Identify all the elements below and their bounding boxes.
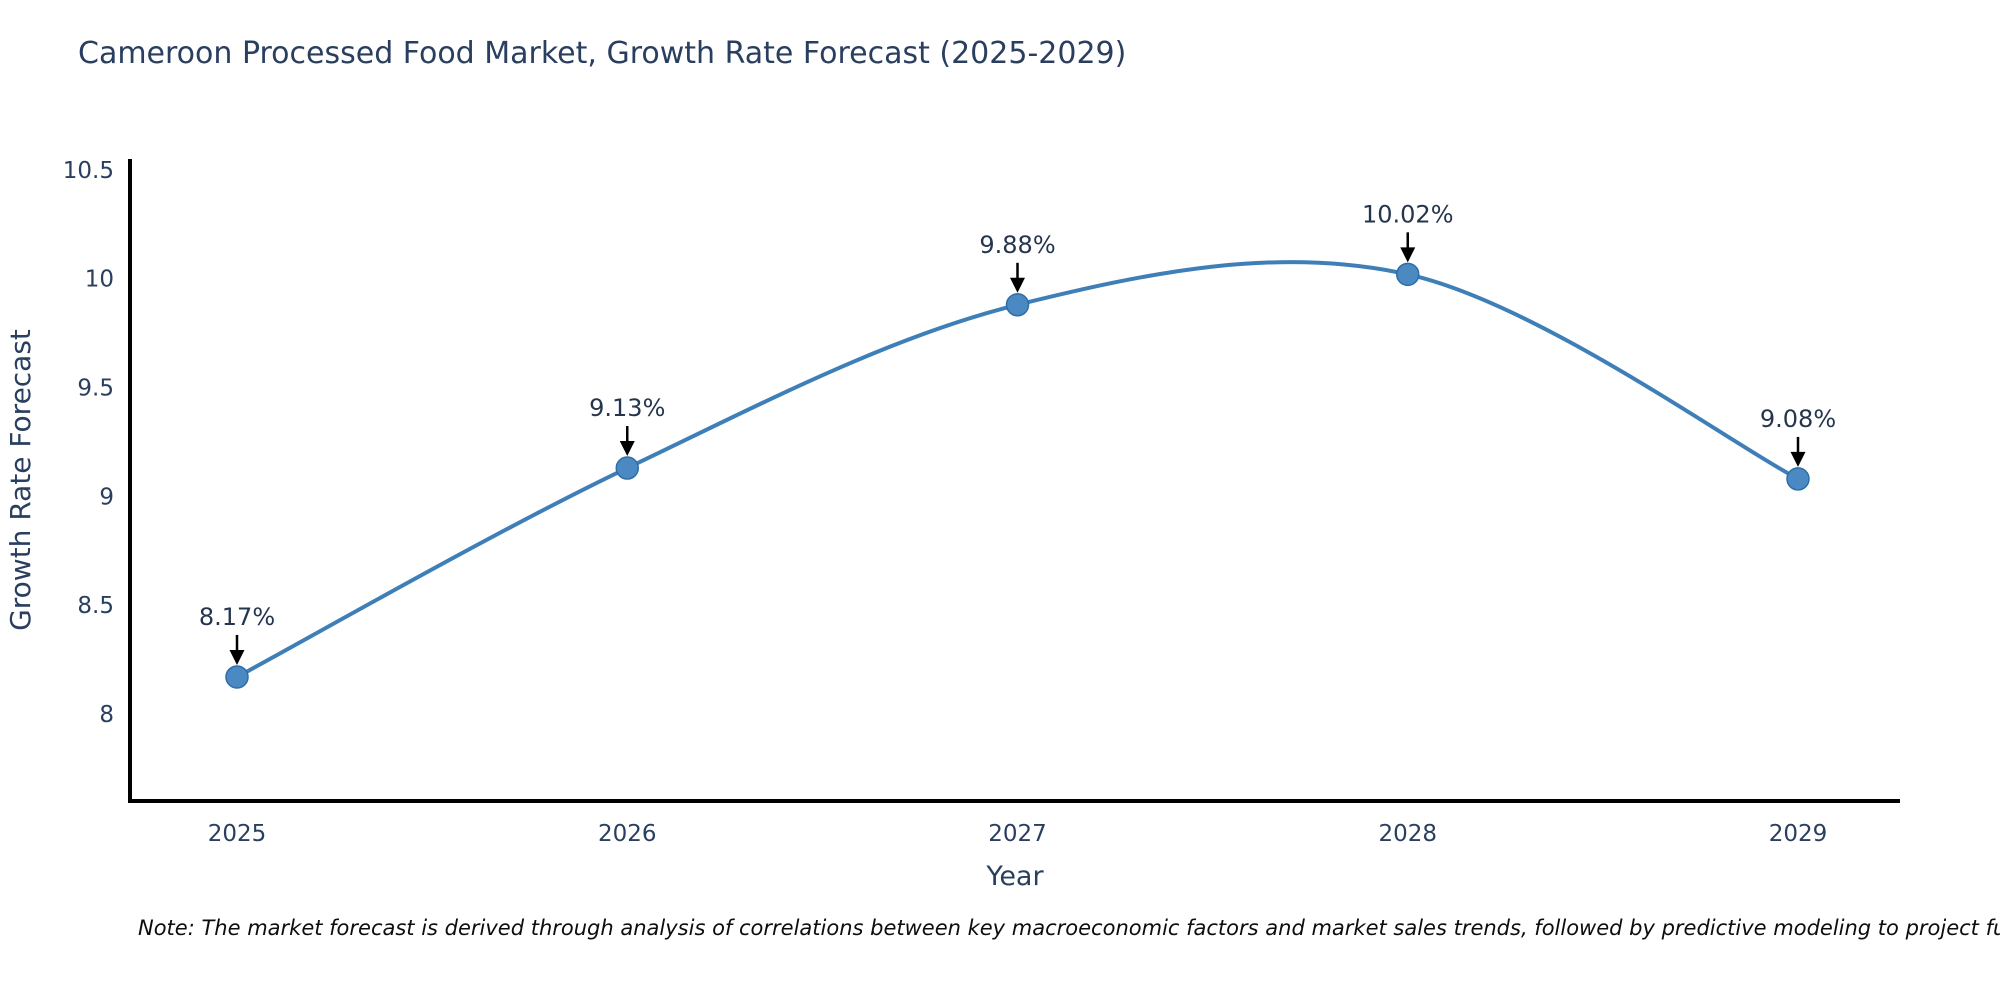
x-tick-label: 2025 [208, 821, 267, 847]
data-point-marker [1786, 467, 1810, 491]
x-axis-title: Year [985, 861, 1044, 892]
annotation-arrowhead-icon [1010, 277, 1025, 293]
axis-spines [128, 159, 1900, 803]
annotation-arrowhead-icon [1790, 451, 1806, 467]
annotation-arrowhead-icon [229, 649, 245, 665]
annotation-arrowhead-icon [619, 441, 635, 457]
y-tick-label: 8.5 [77, 593, 114, 619]
x-tick-label: 2029 [1769, 821, 1828, 847]
y-tick-label: 8 [99, 702, 114, 728]
data-point-marker [1396, 262, 1420, 287]
forecast-line [235, 260, 1800, 679]
data-point-label: 9.13% [589, 394, 665, 422]
chart-title: Cameroon Processed Food Market, Growth R… [78, 36, 1127, 71]
y-tick-label: 9 [99, 484, 114, 510]
annotation-arrowhead-icon [1400, 247, 1416, 263]
data-point-label: 8.17% [199, 603, 275, 631]
x-tick-label: 2027 [988, 821, 1047, 847]
x-tick-label: 2028 [1378, 821, 1437, 847]
y-tick-label: 10 [85, 267, 114, 293]
y-axis-title: Growth Rate Forecast [4, 329, 37, 631]
data-point-label: 10.02% [1362, 200, 1454, 228]
data-point-label: 9.08% [1760, 405, 1836, 433]
footnote: Note: The market forecast is derived thr… [138, 916, 2000, 940]
data-point-label: 9.88% [979, 231, 1055, 259]
data-point-marker [225, 665, 249, 689]
data-point-marker [615, 456, 639, 480]
data-point-marker [1005, 293, 1030, 317]
y-tick-label: 9.5 [77, 376, 114, 402]
x-tick-label: 2026 [598, 821, 657, 847]
y-tick-label: 10.5 [63, 158, 114, 184]
